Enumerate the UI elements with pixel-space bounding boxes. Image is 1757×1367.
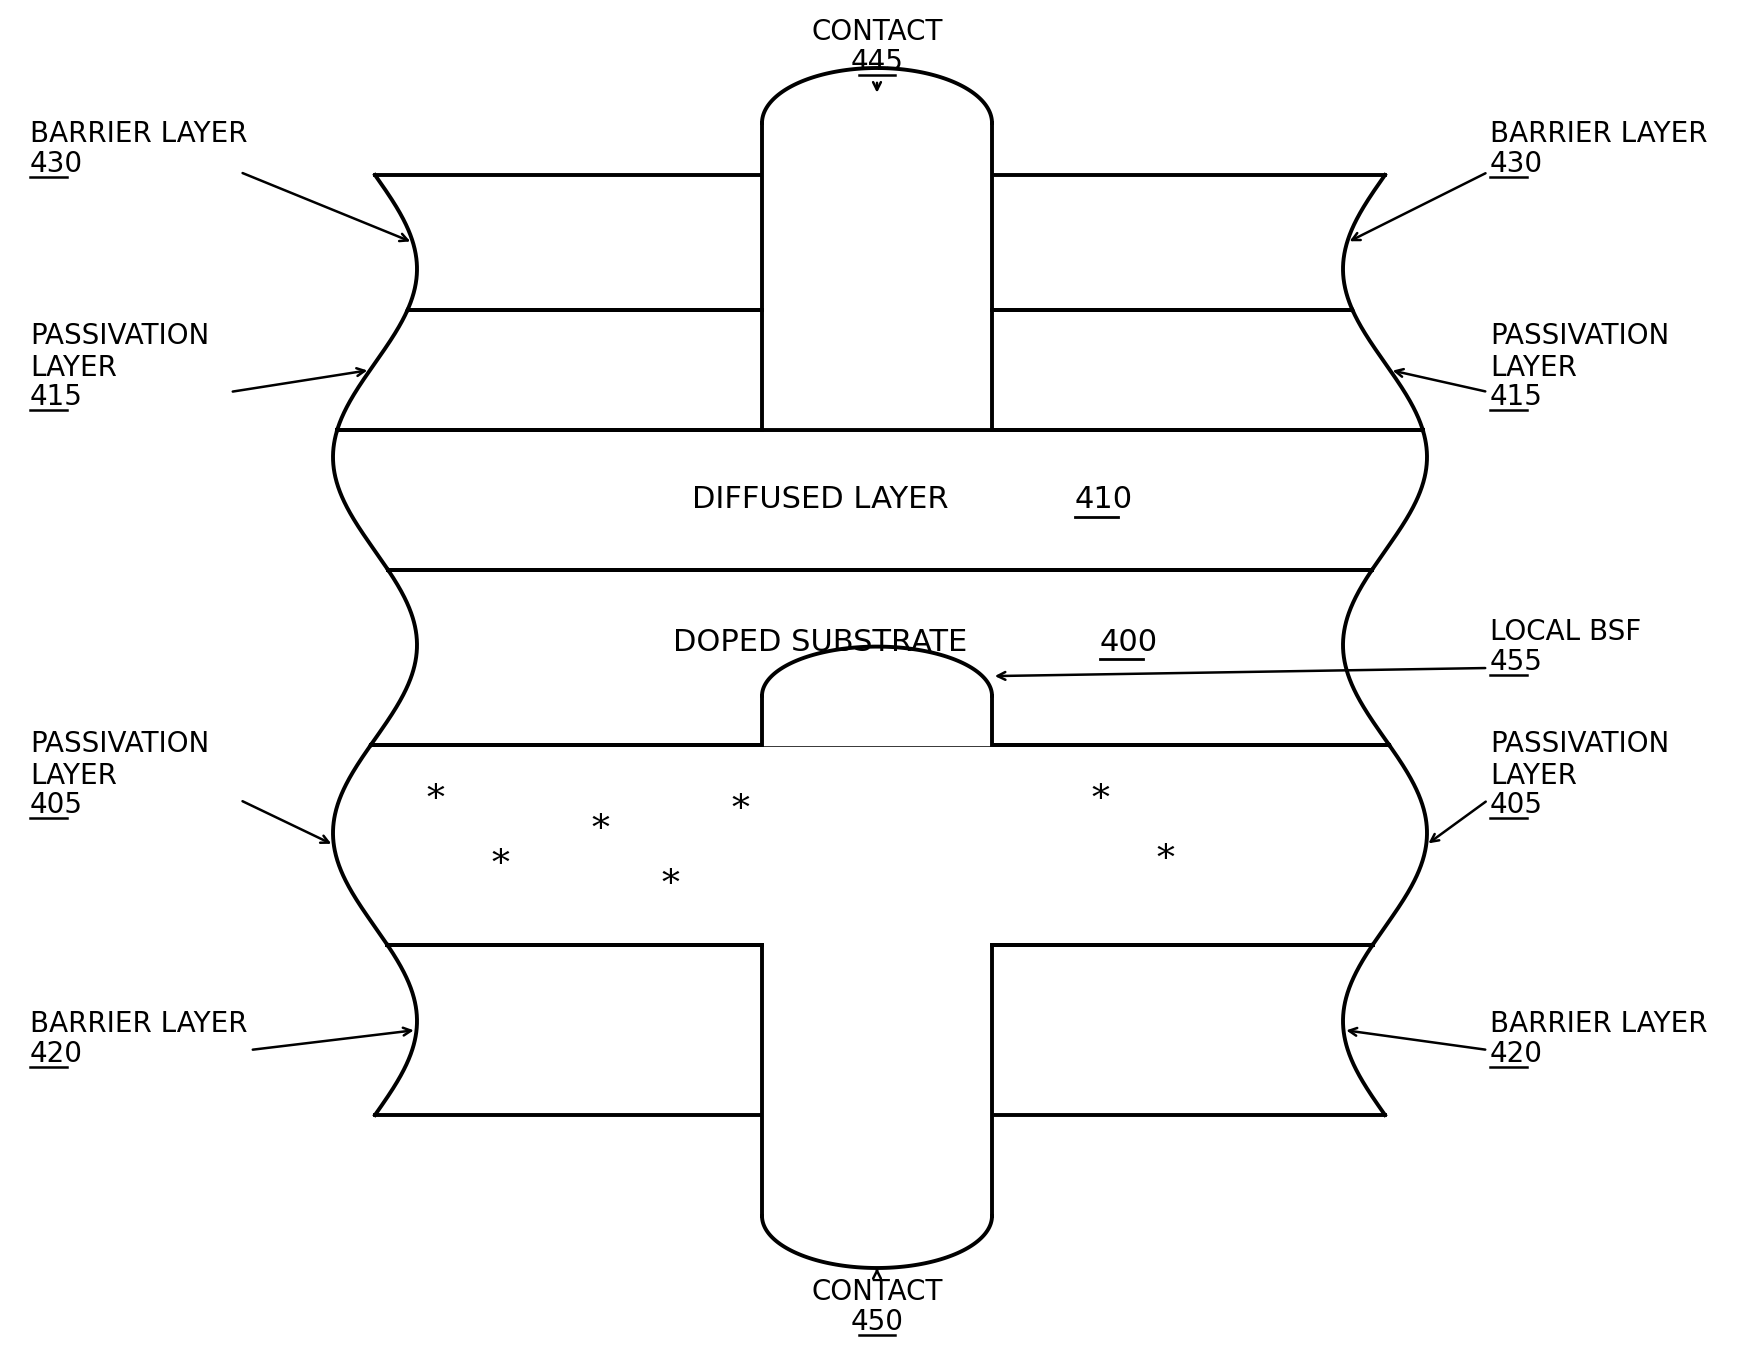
Polygon shape [763,945,993,1217]
Polygon shape [763,647,993,696]
Text: 450: 450 [850,1308,903,1336]
Polygon shape [763,123,993,431]
Text: 410: 410 [1075,485,1133,514]
Polygon shape [763,175,993,431]
Polygon shape [334,745,1427,945]
Text: BARRIER LAYER: BARRIER LAYER [30,1010,248,1038]
Text: 415: 415 [30,383,83,411]
Polygon shape [763,696,993,745]
Text: BARRIER LAYER: BARRIER LAYER [1490,1010,1708,1038]
Polygon shape [374,175,1385,310]
Text: *: * [1156,843,1174,878]
Polygon shape [763,1217,993,1269]
Text: *: * [1091,783,1109,817]
Text: PASSIVATION
LAYER: PASSIVATION LAYER [1490,730,1669,790]
Text: PASSIVATION
LAYER: PASSIVATION LAYER [30,730,209,790]
Text: 420: 420 [30,1040,83,1069]
Polygon shape [763,945,993,1115]
Text: *: * [731,793,748,827]
Text: 415: 415 [1490,383,1543,411]
Polygon shape [374,945,1385,1115]
Polygon shape [371,570,1390,745]
Text: 430: 430 [1490,150,1543,179]
Polygon shape [763,68,993,123]
Text: 405: 405 [1490,790,1543,819]
Text: DIFFUSED LAYER: DIFFUSED LAYER [692,485,949,514]
Polygon shape [763,745,993,945]
Polygon shape [334,431,1427,570]
Text: *: * [590,813,610,848]
Text: 445: 445 [850,48,903,77]
Text: CONTACT: CONTACT [812,18,944,46]
Text: *: * [425,783,445,817]
Text: DOPED SUBSTRATE: DOPED SUBSTRATE [673,627,966,658]
Text: 420: 420 [1490,1040,1543,1069]
Text: BARRIER LAYER: BARRIER LAYER [1490,120,1708,148]
Text: CONTACT: CONTACT [812,1278,944,1305]
Text: BARRIER LAYER: BARRIER LAYER [30,120,248,148]
Text: 430: 430 [30,150,83,179]
Text: PASSIVATION
LAYER: PASSIVATION LAYER [1490,323,1669,383]
Polygon shape [337,310,1423,431]
Text: 455: 455 [1490,648,1543,677]
Text: PASSIVATION
LAYER: PASSIVATION LAYER [30,323,209,383]
Text: *: * [490,848,510,882]
Text: *: * [661,868,678,902]
Text: 405: 405 [30,790,83,819]
Text: LOCAL BSF: LOCAL BSF [1490,618,1641,647]
Text: 400: 400 [1100,627,1158,658]
